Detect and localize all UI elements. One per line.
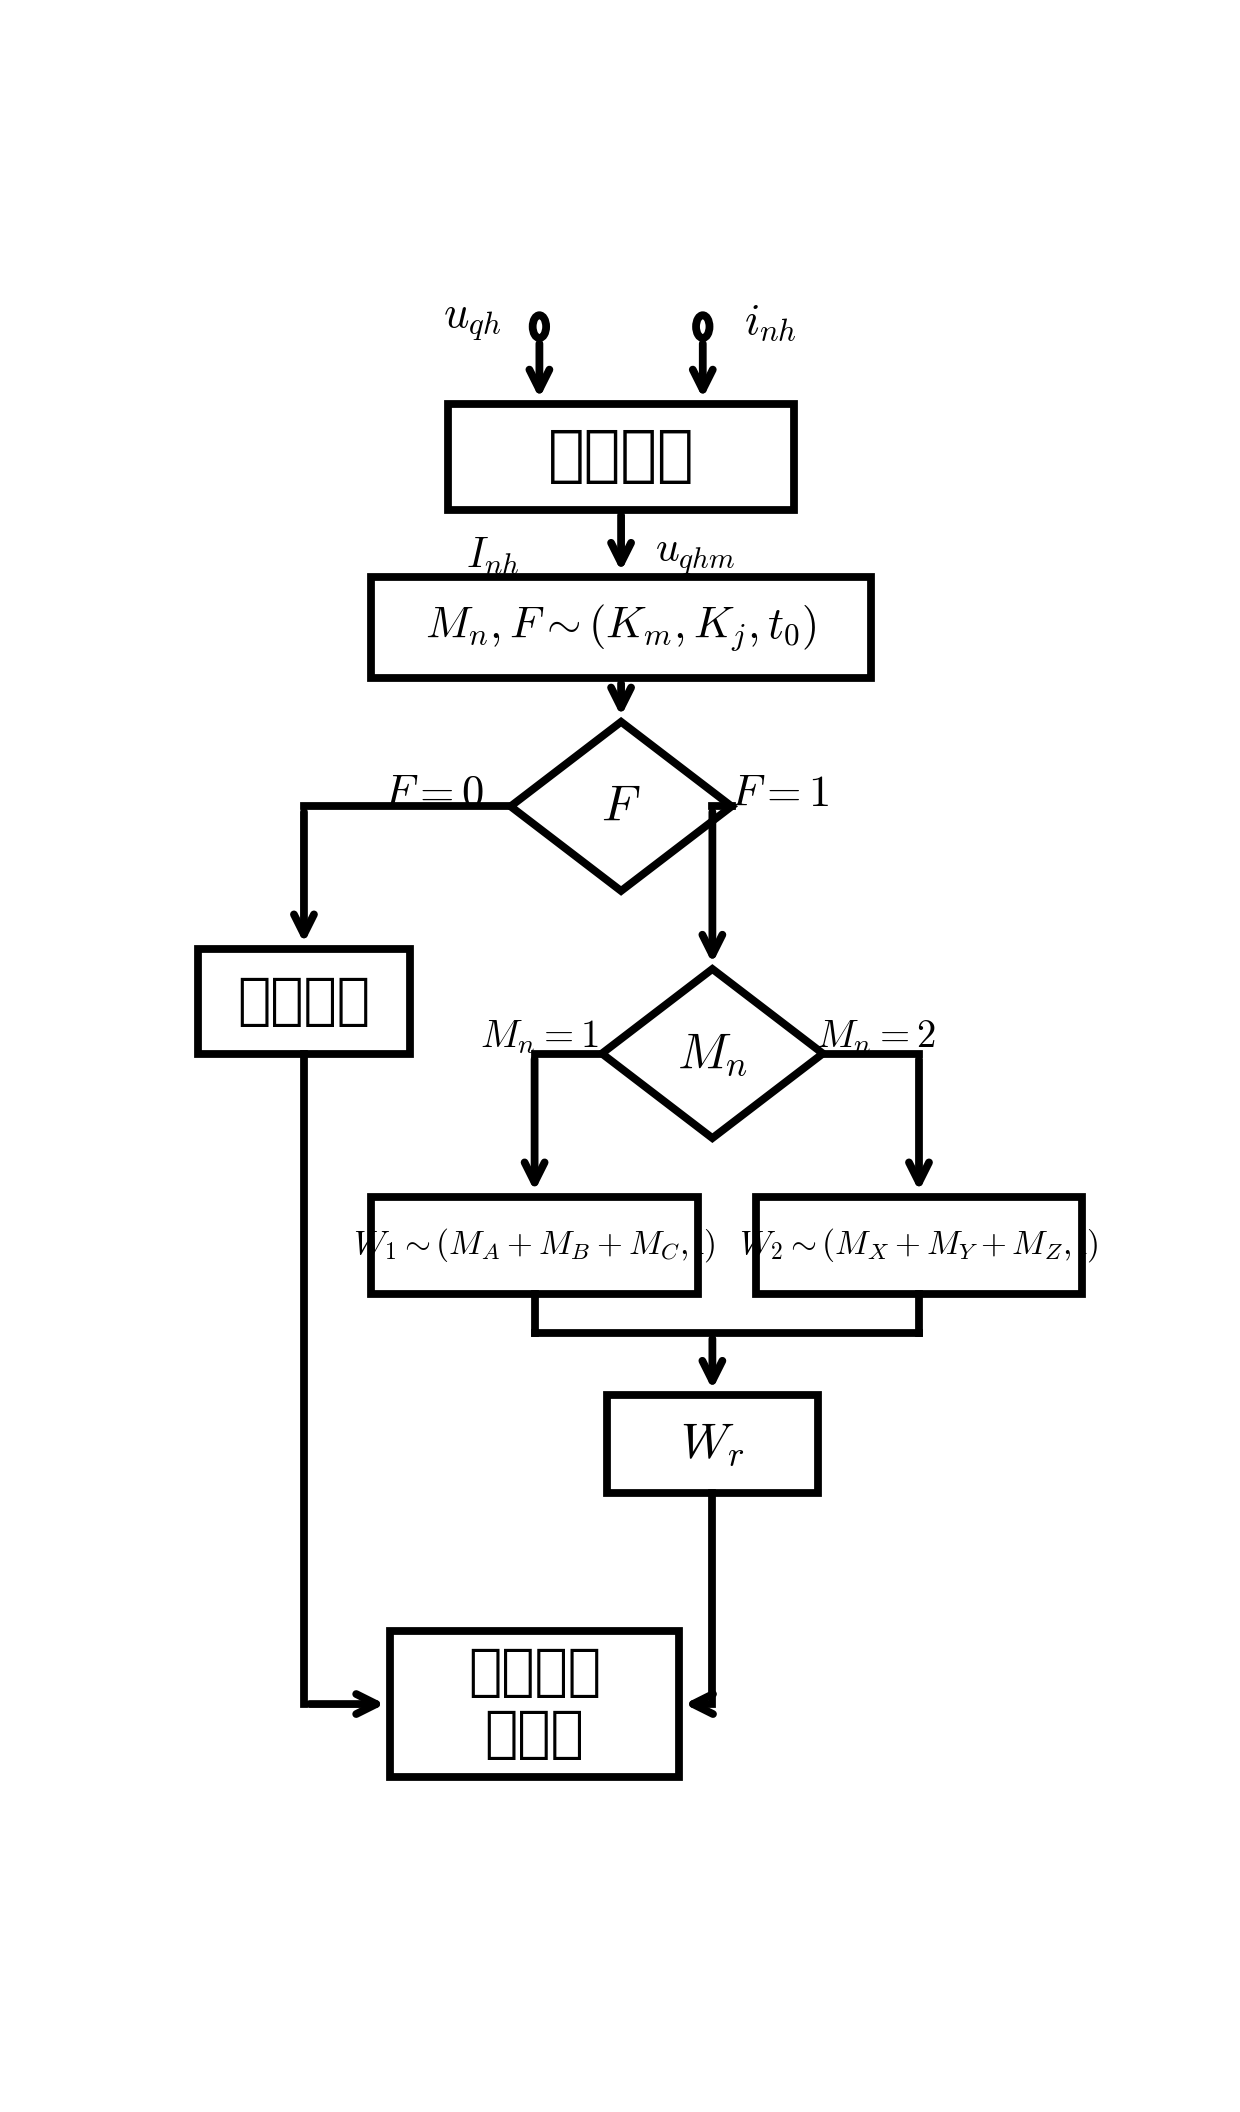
- Text: $F=1$: $F=1$: [730, 771, 830, 815]
- Text: $W_r$: $W_r$: [681, 1419, 744, 1468]
- Text: 故障诊断
及定位: 故障诊断 及定位: [467, 1645, 601, 1761]
- Text: $u_{qhm}$: $u_{qhm}$: [655, 534, 735, 577]
- Text: $i_{nh}$: $i_{nh}$: [744, 300, 796, 344]
- Text: $M_n=1$: $M_n=1$: [480, 1018, 599, 1056]
- Text: $M_n,F\sim(K_m,K_j,t_0)$: $M_n,F\sim(K_m,K_j,t_0)$: [425, 602, 817, 653]
- Bar: [371, 1198, 698, 1295]
- Bar: [755, 1198, 1083, 1295]
- Text: $W_1\sim(M_A+M_B+M_C,\mathrm{l})$: $W_1\sim(M_A+M_B+M_C,\mathrm{l})$: [353, 1227, 715, 1265]
- Bar: [448, 403, 794, 509]
- Text: 幅值提取: 幅值提取: [548, 427, 694, 486]
- Bar: [391, 1630, 678, 1776]
- Text: $M_n$: $M_n$: [677, 1029, 748, 1079]
- Text: $W_2\sim(M_X+M_Y+M_Z,\mathrm{l})$: $W_2\sim(M_X+M_Y+M_Z,\mathrm{l})$: [739, 1227, 1099, 1265]
- Text: $u_{qh}$: $u_{qh}$: [443, 300, 501, 344]
- Bar: [371, 577, 870, 678]
- Text: $F=0$: $F=0$: [383, 771, 485, 815]
- Text: 正常运行: 正常运行: [237, 974, 371, 1029]
- Text: $M_n=2$: $M_n=2$: [816, 1018, 936, 1056]
- Bar: [198, 948, 409, 1054]
- Bar: [606, 1396, 818, 1493]
- Text: $I_{nh}$: $I_{nh}$: [466, 534, 521, 577]
- Text: $F$: $F$: [601, 781, 641, 832]
